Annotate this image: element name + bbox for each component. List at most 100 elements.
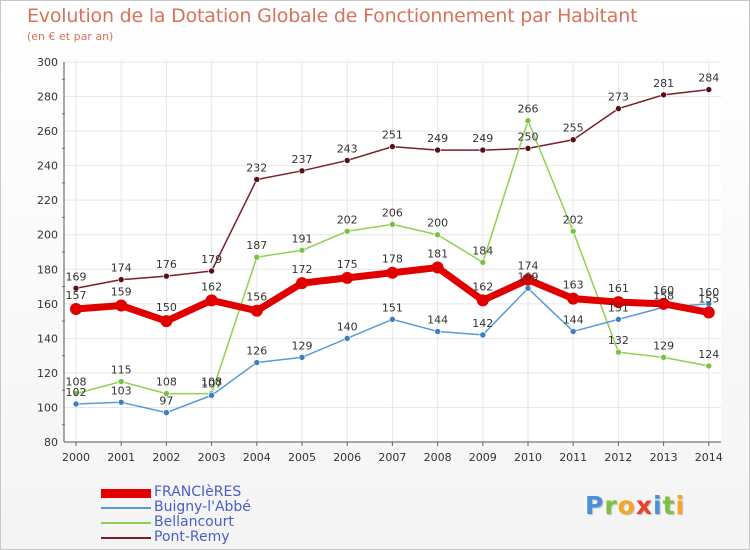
data-label: 108 bbox=[156, 376, 177, 389]
y-tick-label: 120 bbox=[37, 367, 58, 380]
data-point-franci-res bbox=[612, 296, 625, 309]
data-label: 266 bbox=[518, 103, 539, 116]
data-label: 156 bbox=[246, 291, 267, 304]
data-label: 161 bbox=[608, 282, 629, 295]
data-point-buigny-l-abb- bbox=[434, 328, 441, 335]
data-point-buigny-l-abb- bbox=[343, 335, 351, 342]
logo-letter: o bbox=[617, 491, 636, 520]
y-tick-label: 100 bbox=[37, 401, 58, 414]
data-label: 151 bbox=[608, 301, 629, 314]
data-point-bellancourt bbox=[72, 390, 80, 397]
data-label: 206 bbox=[382, 206, 403, 219]
data-label: 160 bbox=[698, 286, 719, 299]
data-point-buigny-l-abb- bbox=[524, 284, 532, 292]
logo-letter: t bbox=[662, 491, 676, 520]
data-label: 157 bbox=[66, 289, 87, 302]
legend-label-pont-remy: Pont-Remy bbox=[154, 529, 230, 545]
data-label: 184 bbox=[472, 244, 493, 257]
data-point-buigny-l-abb- bbox=[72, 400, 80, 408]
data-point-buigny-l-abb- bbox=[253, 359, 261, 366]
data-point-buigny-l-abb- bbox=[615, 316, 622, 323]
data-label: 273 bbox=[608, 91, 629, 104]
data-label: 124 bbox=[698, 348, 719, 361]
data-label: 251 bbox=[382, 129, 403, 142]
data-label: 162 bbox=[201, 280, 222, 293]
legend-item-buigny[interactable]: Buigny-l'Abbé bbox=[101, 499, 321, 515]
data-label: 108 bbox=[66, 376, 87, 389]
data-point-bellancourt bbox=[615, 348, 622, 356]
data-point-bellancourt bbox=[117, 378, 125, 385]
data-label: 108 bbox=[201, 376, 222, 389]
data-label: 179 bbox=[201, 253, 222, 266]
data-point-bellancourt bbox=[389, 221, 396, 228]
data-label: 200 bbox=[427, 217, 448, 230]
data-point-franci-res bbox=[296, 277, 308, 290]
data-label: 160 bbox=[653, 284, 674, 297]
data-label: 140 bbox=[337, 320, 358, 333]
data-point-pont-remy bbox=[117, 276, 125, 283]
data-label: 187 bbox=[246, 239, 267, 252]
data-point-franci-res bbox=[567, 292, 580, 305]
data-label: 162 bbox=[472, 280, 493, 293]
y-tick-label: 280 bbox=[37, 91, 58, 104]
data-label: 129 bbox=[292, 339, 313, 352]
data-point-franci-res bbox=[250, 304, 263, 317]
x-tick-label: 2011 bbox=[559, 451, 587, 464]
x-tick-label: 2003 bbox=[198, 451, 226, 464]
data-point-pont-remy bbox=[434, 146, 441, 154]
data-point-bellancourt bbox=[479, 259, 487, 266]
x-tick-label: 2004 bbox=[243, 451, 271, 464]
data-label: 175 bbox=[337, 258, 358, 271]
data-label: 237 bbox=[292, 153, 313, 166]
data-point-pont-remy bbox=[615, 105, 622, 112]
data-point-bellancourt bbox=[298, 246, 306, 254]
legend-swatch-bellancourt bbox=[101, 522, 151, 524]
x-tick-label: 2007 bbox=[378, 451, 406, 464]
data-point-buigny-l-abb- bbox=[389, 316, 396, 323]
data-label: 243 bbox=[337, 142, 358, 155]
data-label: 107 bbox=[201, 377, 222, 390]
logo-letter: i bbox=[675, 491, 686, 520]
data-label: 155 bbox=[698, 292, 719, 305]
data-point-franci-res bbox=[476, 294, 489, 307]
x-tick-label: 2001 bbox=[107, 451, 135, 464]
data-label: 202 bbox=[563, 213, 584, 226]
x-tick-label: 2009 bbox=[469, 451, 497, 464]
logo-letter: r bbox=[604, 491, 618, 520]
data-point-pont-remy bbox=[253, 176, 261, 183]
x-tick-label: 2002 bbox=[152, 451, 180, 464]
y-tick-label: 260 bbox=[37, 125, 58, 138]
y-tick-label: 80 bbox=[44, 436, 58, 449]
data-label: 129 bbox=[653, 339, 674, 352]
x-tick-label: 2005 bbox=[288, 451, 316, 464]
data-point-buigny-l-abb- bbox=[117, 398, 125, 406]
data-label: 103 bbox=[111, 384, 132, 397]
y-tick-label: 240 bbox=[37, 160, 58, 173]
data-point-bellancourt bbox=[660, 354, 667, 361]
data-point-pont-remy bbox=[389, 143, 396, 150]
series-group bbox=[70, 86, 715, 416]
data-label: 97 bbox=[159, 395, 173, 408]
data-point-pont-remy bbox=[208, 267, 215, 275]
logo-letter: x bbox=[635, 491, 653, 520]
legend-item-pont-remy[interactable]: Pont-Remy bbox=[101, 529, 321, 545]
data-label: 176 bbox=[156, 258, 177, 271]
data-point-franci-res bbox=[702, 306, 715, 319]
chart-subtitle: (en € et par an) bbox=[27, 30, 114, 43]
data-point-franci-res bbox=[70, 303, 82, 315]
data-point-buigny-l-abb- bbox=[298, 354, 306, 361]
data-label: 169 bbox=[66, 270, 87, 283]
data-label: 284 bbox=[698, 72, 719, 85]
legend-item-bellancourt[interactable]: Bellancourt bbox=[101, 514, 321, 530]
data-label: 172 bbox=[292, 263, 313, 276]
data-point-pont-remy bbox=[705, 86, 713, 93]
data-point-bellancourt bbox=[705, 362, 713, 370]
data-label: 126 bbox=[246, 345, 267, 358]
legend-label-francieres: FRANCIèRES bbox=[154, 484, 242, 500]
data-point-buigny-l-abb- bbox=[163, 409, 170, 416]
y-tick-label: 300 bbox=[37, 56, 58, 69]
grid bbox=[64, 61, 721, 443]
legend-item-francieres[interactable]: FRANCIèRES bbox=[101, 484, 321, 500]
data-label: 102 bbox=[66, 386, 87, 399]
legend-swatch-buigny bbox=[101, 507, 151, 509]
